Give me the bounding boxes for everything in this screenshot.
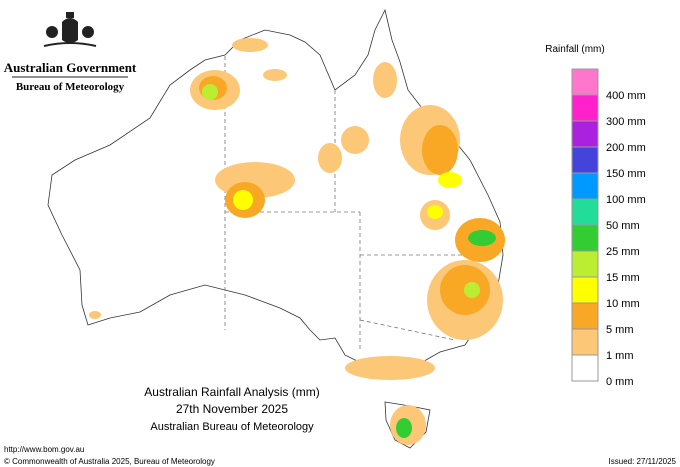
rainfall-areas [89, 38, 505, 445]
legend-label: 300 mm [606, 116, 646, 128]
legend-swatch [571, 94, 599, 122]
legend-label: 400 mm [606, 90, 646, 102]
legend-label: 200 mm [606, 142, 646, 154]
legend-label: 15 mm [606, 272, 640, 284]
legend-title: Rainfall (mm) [545, 44, 604, 55]
legend-swatch [571, 250, 599, 278]
legend-label: 150 mm [606, 168, 646, 180]
legend-swatch [571, 146, 599, 174]
map-source: Australian Bureau of Meteorology [150, 421, 314, 433]
legend-swatch [571, 354, 599, 382]
legend-swatch [571, 120, 599, 148]
legend-swatch [571, 198, 599, 226]
legend-label: 100 mm [606, 194, 646, 206]
legend-label: 50 mm [606, 220, 640, 232]
map-date: 27th November 2025 [176, 402, 288, 416]
government: Australian Government [4, 60, 137, 75]
legend-swatch [571, 172, 599, 200]
legend-label: 0 mm [606, 376, 634, 388]
footer-url: http://www.bom.gov.au [4, 445, 84, 454]
legend: 400 mm 300 mm 200 mm 150 mm 100 mm 50 mm 25 mm… [571, 68, 646, 388]
crest [43, 12, 97, 47]
legend-swatch [571, 224, 599, 252]
legend-label: 1 mm [606, 350, 634, 362]
legend-label: 25 mm [606, 246, 640, 258]
legend-swatch [571, 276, 599, 304]
legend-swatch [571, 302, 599, 330]
legend-swatch [571, 68, 599, 96]
legend-label: 5 mm [606, 324, 634, 336]
legend-label: 10 mm [606, 298, 640, 310]
agency: Bureau of Meteorology [16, 81, 125, 93]
legend-swatch [571, 328, 599, 356]
map-title: Australian Rainfall Analysis (mm) [144, 385, 319, 399]
footer-issued: Issued: 27/11/2025 [609, 457, 677, 466]
footer-copyright: © Commonwealth of Australia 2025, Bureau… [4, 457, 215, 466]
